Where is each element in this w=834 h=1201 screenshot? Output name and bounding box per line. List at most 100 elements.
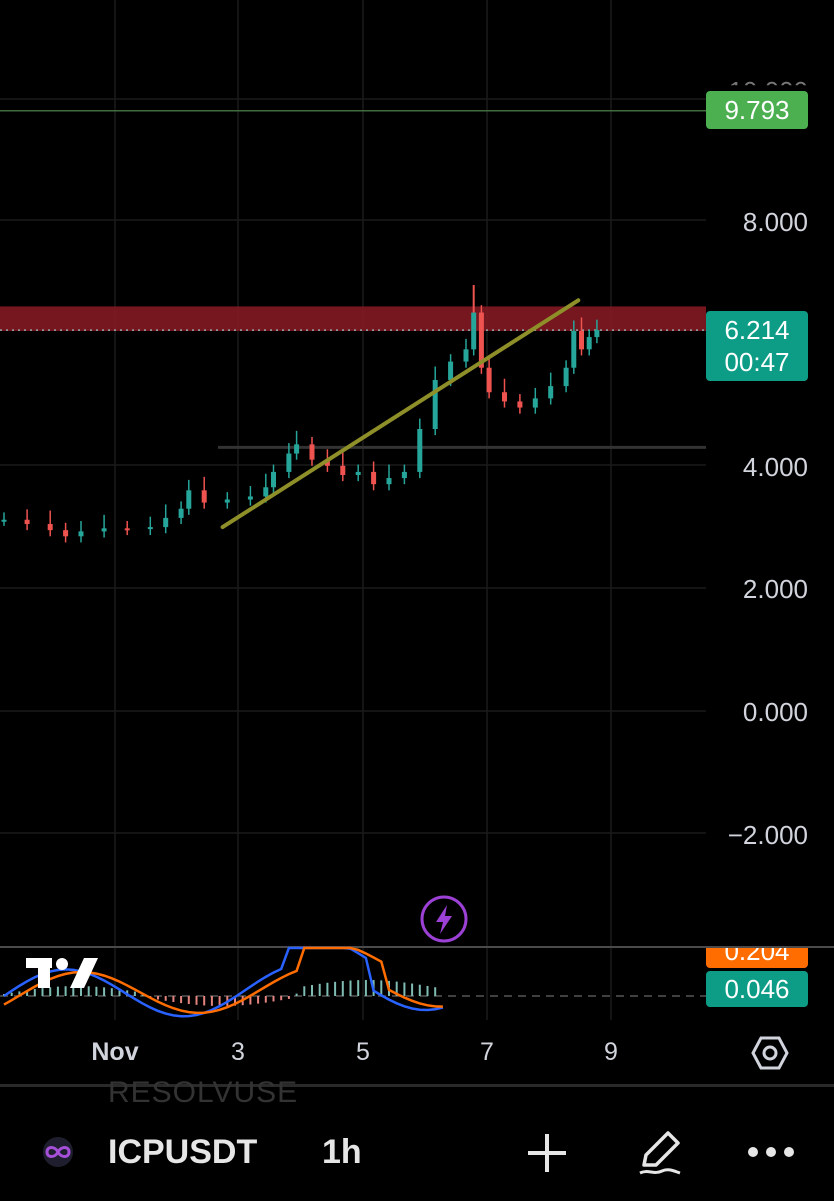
macd-histogram-bar bbox=[172, 996, 175, 1003]
candle-body bbox=[294, 444, 300, 454]
macd-histogram-bar bbox=[334, 981, 337, 996]
price-tick-label: 2.000 bbox=[742, 574, 808, 604]
candle-body bbox=[309, 444, 315, 460]
candle-body bbox=[286, 453, 292, 472]
macd-histogram-bar bbox=[280, 996, 283, 1001]
time-tick-label: 9 bbox=[604, 1038, 618, 1066]
price-tick-label: 8.000 bbox=[742, 207, 808, 237]
candle-body bbox=[24, 519, 30, 525]
candle-body bbox=[432, 379, 438, 430]
candle-body bbox=[448, 361, 454, 380]
candle-body bbox=[594, 330, 600, 338]
macd-histogram-bar bbox=[418, 984, 421, 996]
candle-body bbox=[271, 471, 276, 488]
chart-settings-icon[interactable] bbox=[751, 1034, 789, 1072]
macd-histogram-bar bbox=[257, 996, 260, 1004]
candle-body bbox=[263, 487, 269, 497]
macd-histogram-bar bbox=[33, 989, 36, 996]
price-tick-label: −2.000 bbox=[727, 820, 808, 850]
candle-body bbox=[586, 337, 592, 350]
macd-histogram-bar bbox=[434, 987, 437, 996]
macd-histogram-bar bbox=[26, 990, 29, 996]
candle-body bbox=[63, 530, 69, 537]
candle-body bbox=[548, 386, 554, 399]
last-price-value: 6.214 bbox=[724, 315, 790, 345]
candle-body bbox=[340, 465, 346, 475]
macd-histogram-bar bbox=[234, 996, 236, 1006]
candle-body bbox=[147, 527, 153, 530]
candle-body bbox=[201, 490, 207, 503]
macd-histogram-bar bbox=[380, 980, 383, 996]
candle-body bbox=[471, 312, 477, 350]
macd-histogram-bar bbox=[118, 989, 121, 996]
lightning-icon[interactable] bbox=[419, 894, 469, 944]
candle-body bbox=[355, 471, 361, 475]
icp-coin-icon bbox=[43, 1137, 73, 1167]
macd-value-tag: 0.204 bbox=[706, 948, 808, 968]
candle-body bbox=[417, 429, 423, 472]
macd-histogram-bar bbox=[133, 991, 136, 996]
macd-histogram-bar bbox=[403, 982, 406, 996]
add-icon[interactable] bbox=[525, 1131, 569, 1175]
candle-body bbox=[563, 367, 569, 387]
trendline bbox=[220, 298, 581, 530]
candle-body bbox=[178, 508, 184, 518]
macd-histogram-bar bbox=[103, 987, 106, 996]
time-tick-label: 3 bbox=[231, 1038, 245, 1066]
macd-histogram-bar bbox=[157, 996, 159, 1000]
candle-body bbox=[579, 330, 584, 350]
drawing-pen-icon[interactable] bbox=[634, 1125, 686, 1177]
macd-histogram-bar bbox=[64, 986, 67, 996]
macd-histogram-bar bbox=[87, 986, 90, 996]
macd-histogram-bar bbox=[80, 986, 82, 996]
ghost-symbol-text: RESOLVUSE bbox=[108, 1076, 299, 1109]
candle-body bbox=[101, 528, 107, 532]
time-tick-label: Nov bbox=[91, 1038, 139, 1066]
candle-body bbox=[224, 499, 230, 503]
price-tick-label: 0.000 bbox=[742, 697, 808, 727]
macd-histogram-bar bbox=[295, 993, 298, 996]
more-menu-icon[interactable] bbox=[747, 1140, 795, 1164]
candle-body bbox=[532, 398, 538, 408]
signal-value-tag: 0.046 bbox=[706, 971, 808, 1007]
interval-button[interactable]: 1h bbox=[322, 1133, 362, 1171]
price-tick-label: 4.000 bbox=[742, 452, 808, 482]
candle-body bbox=[124, 528, 130, 531]
high-price-tag: 9.793 bbox=[706, 91, 808, 129]
macd-histogram-bar bbox=[72, 986, 75, 996]
candle-body bbox=[1, 519, 7, 522]
macd-histogram-bar bbox=[41, 988, 44, 996]
candle-body bbox=[478, 312, 484, 368]
macd-histogram-bar bbox=[249, 996, 252, 1005]
macd-histogram-bar bbox=[349, 980, 352, 996]
macd-histogram-bar bbox=[203, 996, 206, 1006]
candle-body bbox=[463, 349, 469, 362]
macd-histogram-bar bbox=[411, 983, 414, 996]
macd-histogram-bar bbox=[56, 986, 59, 996]
macd-histogram-bar bbox=[426, 985, 429, 996]
macd-histogram-bar bbox=[218, 996, 221, 1006]
bottom-toolbar bbox=[0, 1085, 834, 1201]
macd-histogram-bar bbox=[395, 981, 398, 996]
macd-histogram-bar bbox=[264, 996, 267, 1003]
macd-histogram-bar bbox=[187, 996, 190, 1005]
last-price-tag: 6.214 00:47 bbox=[706, 311, 808, 381]
candle-body bbox=[502, 392, 507, 402]
macd-histogram-bar bbox=[164, 996, 167, 1001]
candle-body bbox=[486, 367, 492, 393]
macd-histogram-bar bbox=[95, 986, 98, 996]
macd-histogram-bar bbox=[326, 982, 329, 996]
macd-histogram-bar bbox=[341, 981, 344, 996]
macd-histogram-bar bbox=[18, 991, 21, 996]
candle-body bbox=[186, 490, 192, 509]
time-tick-label: 5 bbox=[356, 1038, 370, 1066]
symbol-button[interactable]: ICPUSDT bbox=[108, 1133, 258, 1171]
candle-body bbox=[386, 478, 392, 485]
candle-body bbox=[571, 330, 577, 368]
time-tick-label: 7 bbox=[480, 1038, 494, 1066]
resistance-zone bbox=[0, 306, 706, 331]
candle-body bbox=[517, 401, 523, 408]
macd-histogram-bar bbox=[195, 996, 198, 1005]
